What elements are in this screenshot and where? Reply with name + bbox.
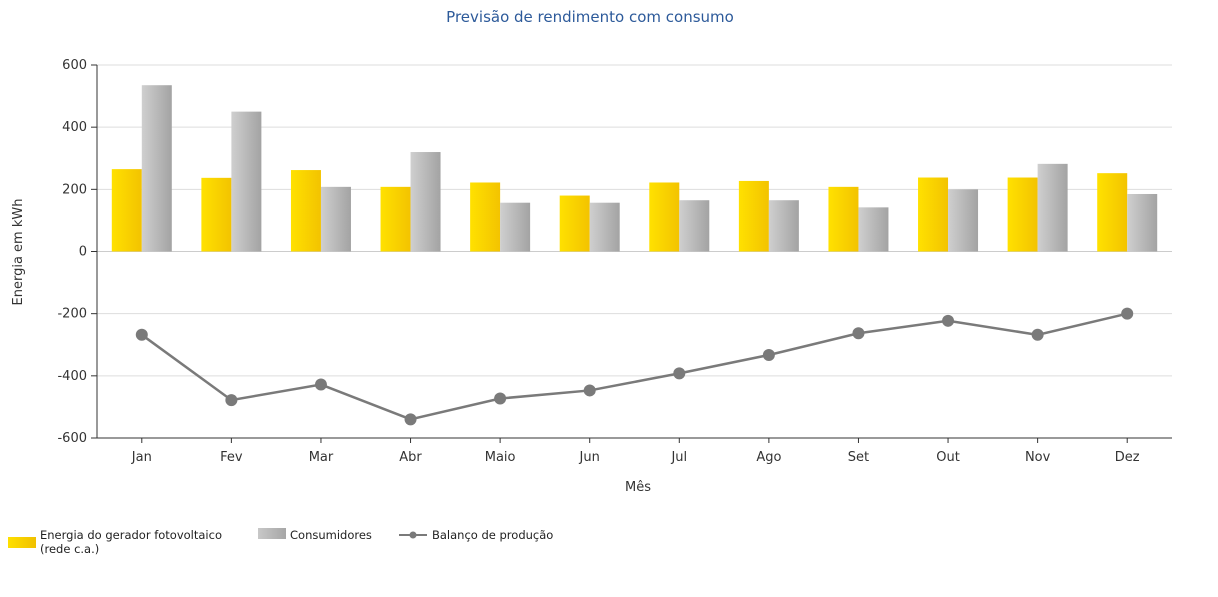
- consumers-bar: [500, 202, 531, 252]
- balance-point: [583, 384, 596, 397]
- balance-line-marker-icon: [399, 531, 427, 539]
- consumers-bar: [679, 200, 710, 252]
- balance-point: [1121, 307, 1134, 320]
- balance-point: [494, 392, 507, 405]
- pv-bar: [111, 169, 142, 252]
- x-tick-label: Jul: [670, 450, 687, 465]
- balance-point: [762, 349, 775, 362]
- pv-bar: [290, 170, 321, 252]
- x-tick-label: Dez: [1115, 450, 1140, 465]
- y-tick-label: 200: [62, 182, 87, 197]
- consumers-bar: [768, 200, 799, 252]
- balance-polyline: [141, 312, 1128, 421]
- legend-pv-label-line2: (rede c.a.): [40, 542, 100, 556]
- consumers-bar: [320, 186, 351, 252]
- pv-bar: [470, 182, 501, 252]
- gridlines: [97, 64, 1172, 377]
- pv-bar: [649, 182, 680, 252]
- pv-bar: [828, 186, 859, 252]
- y-tick-label: 400: [62, 120, 87, 135]
- x-tick-label: Nov: [1025, 450, 1051, 465]
- chart-title: Previsão de rendimento com consumo: [446, 8, 734, 26]
- pv-bar: [559, 195, 590, 252]
- balance-point: [673, 367, 686, 380]
- balance-point: [225, 394, 238, 407]
- pv-bar: [380, 186, 411, 252]
- x-tick-label: Fev: [220, 450, 243, 465]
- x-tick-label: Jan: [131, 450, 152, 465]
- balance-point: [314, 378, 327, 391]
- legend-pv-label-line1: Energia do gerador fotovoltaico: [40, 528, 222, 542]
- y-tick-label: 600: [62, 58, 87, 73]
- pv-bar: [918, 177, 949, 252]
- consumers-bar: [231, 111, 262, 252]
- y-tick-label: -600: [57, 431, 87, 446]
- consumers-swatch-icon: [258, 528, 286, 539]
- x-tick-label: Out: [936, 450, 960, 465]
- y-tick-label: -400: [57, 369, 87, 384]
- pv-bar: [1007, 177, 1038, 252]
- consumers-bar: [858, 207, 889, 252]
- x-tick-label: Ago: [756, 450, 781, 465]
- legend-balance-label: Balanço de produção: [432, 528, 554, 542]
- consumers-bar: [589, 202, 620, 252]
- x-axis-label: Mês: [625, 480, 651, 495]
- consumers-bar: [948, 189, 979, 252]
- y-ticks: 600 400 200 0 -200 -400 -600: [57, 58, 97, 446]
- balance-line: [135, 307, 1134, 426]
- x-tick-label: Jun: [579, 450, 600, 465]
- balance-point: [404, 413, 417, 426]
- balance-point: [852, 327, 865, 340]
- consumers-bar: [1127, 193, 1158, 252]
- y-tick-label: 0: [79, 245, 87, 260]
- balance-point: [942, 314, 955, 327]
- x-tick-label: Abr: [399, 450, 422, 465]
- x-tick-label: Mar: [309, 450, 334, 465]
- legend-consumers-label: Consumidores: [290, 528, 372, 542]
- balance-point: [1031, 328, 1044, 341]
- pv-bar: [201, 177, 232, 252]
- pv-bar: [738, 180, 769, 252]
- balance-point: [135, 328, 148, 341]
- consumers-bar: [410, 152, 441, 252]
- pv-bar: [1097, 173, 1128, 252]
- x-ticks: Jan Fev Mar Abr Maio Jun Jul Ago Set Out Nov Dez: [131, 438, 1140, 465]
- bars: [111, 85, 1158, 252]
- consumers-bar: [141, 85, 172, 252]
- x-tick-label: Set: [848, 450, 869, 465]
- pv-swatch-icon: [8, 537, 36, 548]
- x-tick-label: Maio: [485, 450, 516, 465]
- consumers-bar: [1037, 163, 1068, 252]
- y-axis-label: Energia em kWh: [11, 199, 26, 306]
- y-tick-label: -200: [57, 307, 87, 322]
